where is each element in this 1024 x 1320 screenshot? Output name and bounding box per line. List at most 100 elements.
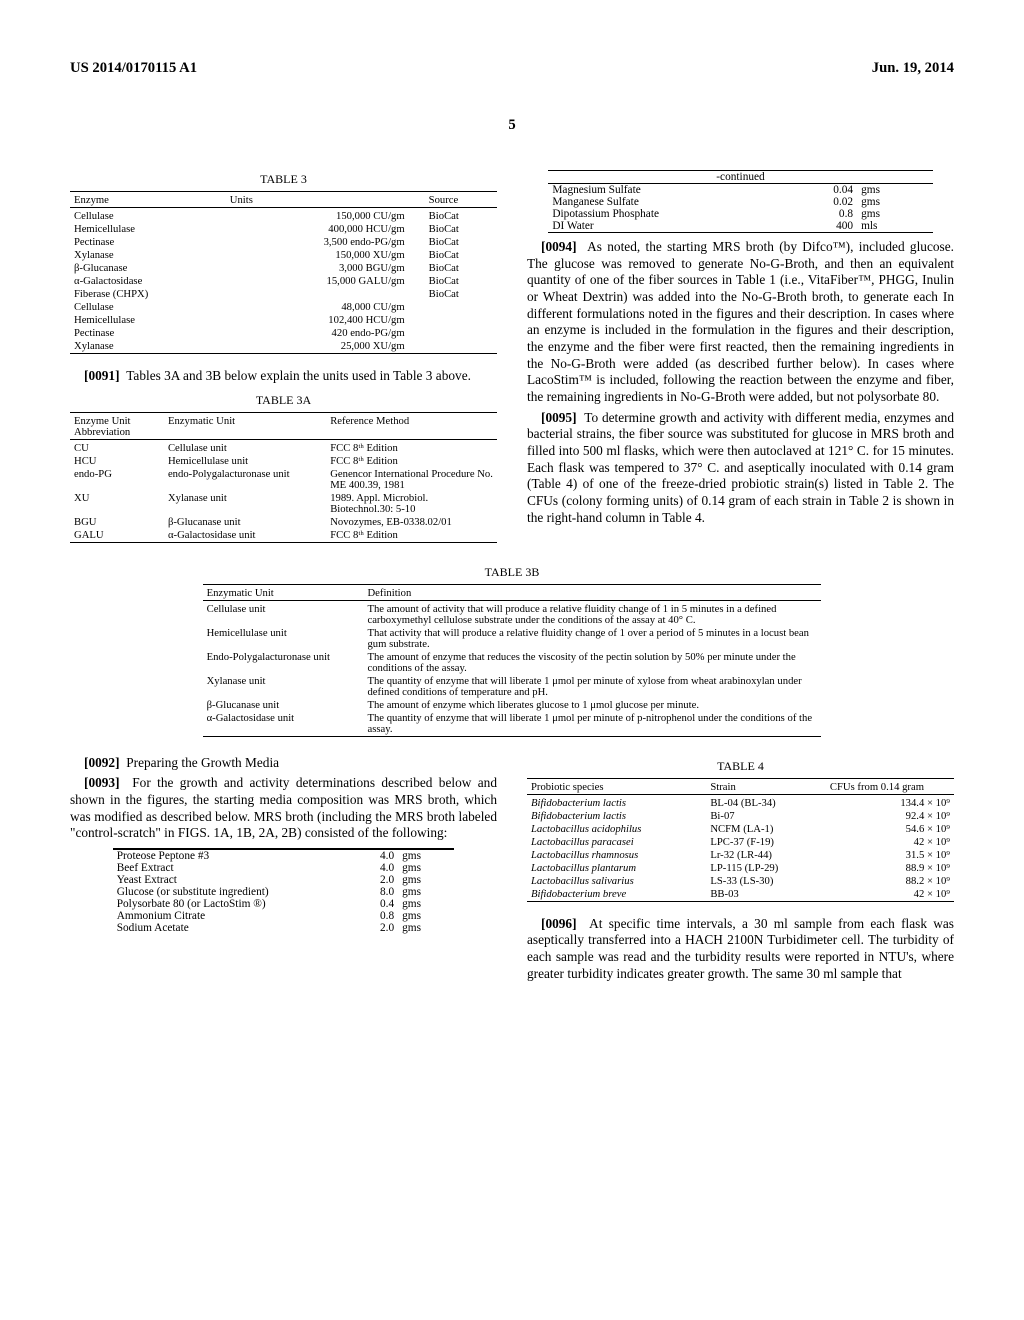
table-cell: 54.6 × 10⁹ [826, 823, 954, 836]
table-cell: Magnesium Sulfate [548, 184, 779, 196]
table3-title: TABLE 3 [70, 172, 497, 187]
para-0093: [0093] For the growth and activity deter… [70, 775, 497, 842]
table-row: Dipotassium Phosphate0.8gms [548, 208, 932, 220]
table-row: CUCellulase unitFCC 8ᵗʰ Edition [70, 442, 497, 455]
page-number: 5 [70, 117, 954, 134]
table4-title: TABLE 4 [527, 759, 954, 774]
table-row: Xylanase unitThe quantity of enzyme that… [203, 675, 822, 699]
table-cell: Cellulase [70, 301, 226, 314]
table3a-header-0: Enzyme Unit Abbreviation [70, 415, 164, 440]
table-cell: Glucose (or substitute ingredient) [113, 886, 352, 898]
table-cell: 3,000 BGU/gm [226, 262, 425, 275]
table-row: β-Glucanase unitThe amount of enzyme whi… [203, 699, 822, 712]
lower-left-column: [0092] Preparing the Growth Media [0093]… [70, 751, 497, 987]
left-column: TABLE 3 Enzyme Units Source Cellulase150… [70, 164, 497, 557]
table-cell: 92.4 × 10⁹ [826, 810, 954, 823]
table-cell: 4.0 [352, 862, 398, 874]
page-header: US 2014/0170115 A1 Jun. 19, 2014 [70, 60, 954, 77]
table-cell: 400,000 HCU/gm [226, 223, 425, 236]
table-cell: Lactobacillus salivarius [527, 875, 706, 888]
table-cell: Bifidobacterium lactis [527, 810, 706, 823]
table-row: Fiberase (CHPX) BioCat [70, 288, 497, 301]
table4: Probiotic species Strain CFUs from 0.14 … [527, 778, 954, 904]
table-cell: endo-Polygalacturonase unit [164, 468, 326, 492]
table-cell: Beef Extract [113, 862, 352, 874]
table-cell: 102,400 HCU/gm [226, 314, 425, 327]
table-cell: FCC 8ᵗʰ Edition [326, 529, 497, 543]
table-cell: The amount of activity that will produce… [363, 603, 821, 627]
table-cell: Lactobacillus rhamnosus [527, 849, 706, 862]
table-cell: Genencor International Procedure No. ME … [326, 468, 497, 492]
lower-right-column: TABLE 4 Probiotic species Strain CFUs fr… [527, 751, 954, 987]
table-cell: 42 × 10⁹ [826, 888, 954, 902]
table-row: Ammonium Citrate0.8gms [113, 910, 455, 922]
table-row: Proteose Peptone #34.0gms [113, 850, 455, 862]
table-cell: Cellulase unit [203, 603, 364, 627]
table3a-header-1: Enzymatic Unit [164, 415, 326, 440]
table-cell: α-Galactosidase [70, 275, 226, 288]
table-cell: The quantity of enzyme that will liberat… [363, 712, 821, 737]
table-row: Glucose (or substitute ingredient)8.0gms [113, 886, 455, 898]
table-cell: BioCat [425, 288, 497, 301]
table-row: Hemicellulase unitThat activity that wil… [203, 627, 822, 651]
table-cell: The quantity of enzyme that will liberat… [363, 675, 821, 699]
table-cell: Proteose Peptone #3 [113, 850, 352, 862]
table-cell [425, 340, 497, 354]
table-cell: gms [857, 208, 933, 220]
table-cell: Pectinase [70, 327, 226, 340]
table-row: Magnesium Sulfate0.04gms [548, 184, 932, 196]
para-number: [0094] [541, 239, 577, 254]
patent-number: US 2014/0170115 A1 [70, 60, 197, 77]
table3b-block: TABLE 3B Enzymatic Unit Definition Cellu… [70, 565, 954, 739]
table-cell: 48,000 CU/gm [226, 301, 425, 314]
table-cell: endo-PG [70, 468, 164, 492]
table-row: HCUHemicellulase unitFCC 8ᵗʰ Edition [70, 455, 497, 468]
table-row: Xylanase25,000 XU/gm [70, 340, 497, 354]
table-row: Endo-Polygalacturonase unitThe amount of… [203, 651, 822, 675]
table-cell: 25,000 XU/gm [226, 340, 425, 354]
table-cell: Bifidobacterium lactis [527, 797, 706, 810]
table-cell: The amount of enzyme that reduces the vi… [363, 651, 821, 675]
table-cell: 0.8 [352, 910, 398, 922]
table-cell: Bifidobacterium breve [527, 888, 706, 902]
table3a-header-2: Reference Method [326, 415, 497, 440]
table-cell: 31.5 × 10⁹ [826, 849, 954, 862]
table-row: Polysorbate 80 (or LactoStim ®)0.4gms [113, 898, 455, 910]
table-row: DI Water400mls [548, 220, 932, 233]
table-cell: α-Galactosidase unit [203, 712, 364, 737]
table-cell: Xylanase unit [203, 675, 364, 699]
continued-title: -continued [548, 171, 932, 184]
table-cell: Lactobacillus plantarum [527, 862, 706, 875]
table-cell: 134.4 × 10⁹ [826, 797, 954, 810]
table-cell: BGU [70, 516, 164, 529]
table-row: Lactobacillus salivariusLS-33 (LS-30)88.… [527, 875, 954, 888]
table-cell: Xylanase [70, 249, 226, 262]
table-cell: Ammonium Citrate [113, 910, 352, 922]
para-text: To determine growth and activity with di… [527, 410, 954, 525]
para-number: [0092] [84, 755, 120, 770]
table-cell: Lr-32 (LR-44) [706, 849, 826, 862]
table3a-title: TABLE 3A [70, 393, 497, 408]
table-cell: 150,000 CU/gm [226, 210, 425, 223]
table-cell: That activity that will produce a relati… [363, 627, 821, 651]
table4-header-2: CFUs from 0.14 gram [826, 781, 954, 795]
table-cell: Fiberase (CHPX) [70, 288, 226, 301]
table-cell: Yeast Extract [113, 874, 352, 886]
table-cell: β-Glucanase unit [203, 699, 364, 712]
table3-header-0: Enzyme [70, 194, 226, 208]
table3-header-1: Units [226, 194, 425, 208]
table-row: endo-PGendo-Polygalacturonase unitGenenc… [70, 468, 497, 492]
para-0091: [0091] Tables 3A and 3B below explain th… [70, 368, 497, 385]
table-cell: 88.9 × 10⁹ [826, 862, 954, 875]
table-cell: Hemicellulase [70, 314, 226, 327]
table-cell: gms [398, 886, 454, 898]
table-cell [425, 314, 497, 327]
table-cell: LPC-37 (F-19) [706, 836, 826, 849]
table-cell: 42 × 10⁹ [826, 836, 954, 849]
table-cell: 1989. Appl. Microbiol. Biotechnol.30: 5-… [326, 492, 497, 516]
table-row: BGUβ-Glucanase unitNovozymes, EB-0338.02… [70, 516, 497, 529]
table-cell: 15,000 GALU/gm [226, 275, 425, 288]
table-cell: gms [398, 910, 454, 922]
table-cell: 88.2 × 10⁹ [826, 875, 954, 888]
table-cell: 150,000 XU/gm [226, 249, 425, 262]
